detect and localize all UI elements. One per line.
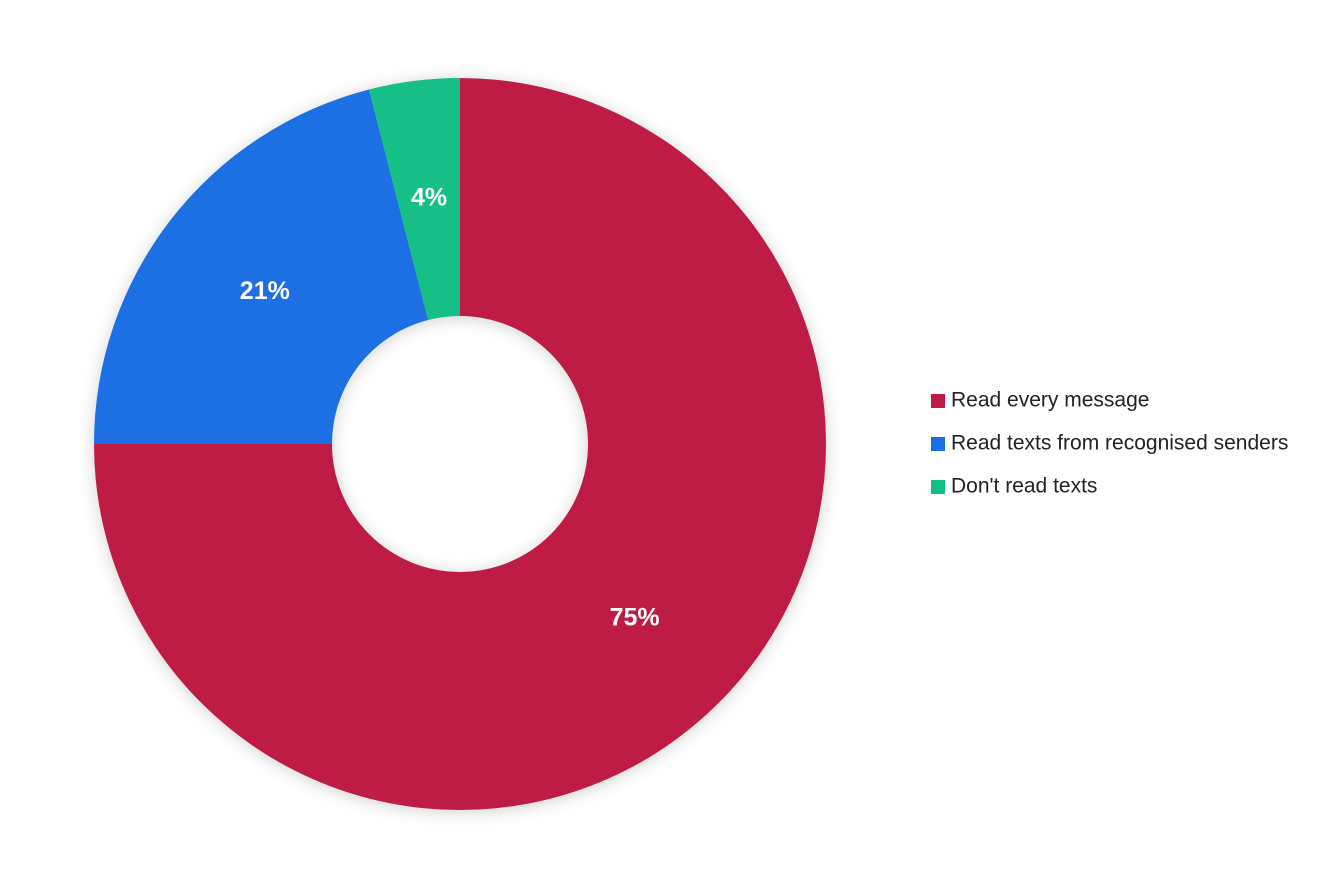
data-label: 4%	[411, 184, 447, 212]
donut	[94, 78, 826, 810]
data-label: 75%	[610, 603, 660, 631]
slice	[94, 78, 826, 810]
slice	[94, 89, 429, 444]
legend-swatch	[931, 394, 945, 408]
legend-swatch	[931, 480, 945, 494]
legend-label: Read texts from recognised senders	[951, 432, 1288, 455]
legend-swatch	[931, 437, 945, 451]
legend-label: Read every message	[951, 389, 1149, 412]
slice	[368, 78, 460, 321]
legend-label: Don't read texts	[951, 475, 1097, 498]
data-label: 21%	[240, 277, 290, 305]
